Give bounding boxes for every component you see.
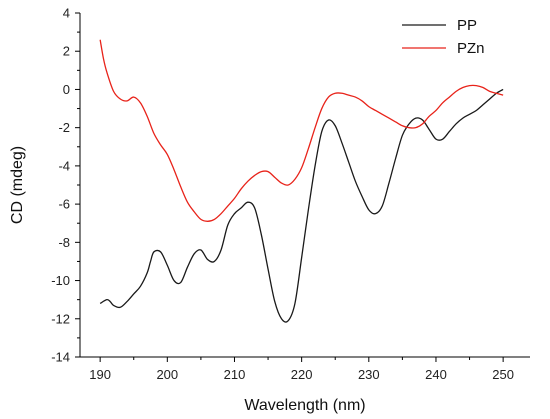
x-tick-label: 250 xyxy=(492,367,514,382)
x-tick-label: 210 xyxy=(224,367,246,382)
y-tick-label: 0 xyxy=(63,82,70,97)
legend-label-pp: PP xyxy=(457,17,477,34)
y-axis-title: CD (mdeg) xyxy=(9,146,26,224)
legend: PP PZn xyxy=(402,17,485,57)
x-tick-label: 240 xyxy=(425,367,447,382)
y-tick-label: -6 xyxy=(58,197,70,212)
y-tick-label: -14 xyxy=(51,350,70,365)
y-tick-label: -10 xyxy=(51,273,70,288)
x-tick-label: 200 xyxy=(156,367,178,382)
y-tick-label: 2 xyxy=(63,44,70,59)
y-tick-label: -8 xyxy=(58,235,70,250)
y-tick-label: -4 xyxy=(58,158,70,173)
x-tick-label: 220 xyxy=(291,367,313,382)
series-lines xyxy=(99,39,504,323)
legend-label-pzn: PZn xyxy=(457,40,485,57)
x-tick-label: 190 xyxy=(89,367,111,382)
series-line-pzn xyxy=(99,39,504,222)
y-tick-label: -2 xyxy=(58,120,70,135)
x-tick-label: 230 xyxy=(358,367,380,382)
y-tick-label: -12 xyxy=(51,311,70,326)
x-axis-ticks: 190 200 210 220 230 240 250 xyxy=(89,357,514,382)
x-axis-title: Wavelength (nm) xyxy=(244,397,365,414)
y-tick-label: 4 xyxy=(63,6,70,21)
series-line-pp xyxy=(99,88,504,323)
y-axis-ticks: 4 2 0 -2 -4 -6 -8 -10 -12 -14 xyxy=(51,6,80,365)
